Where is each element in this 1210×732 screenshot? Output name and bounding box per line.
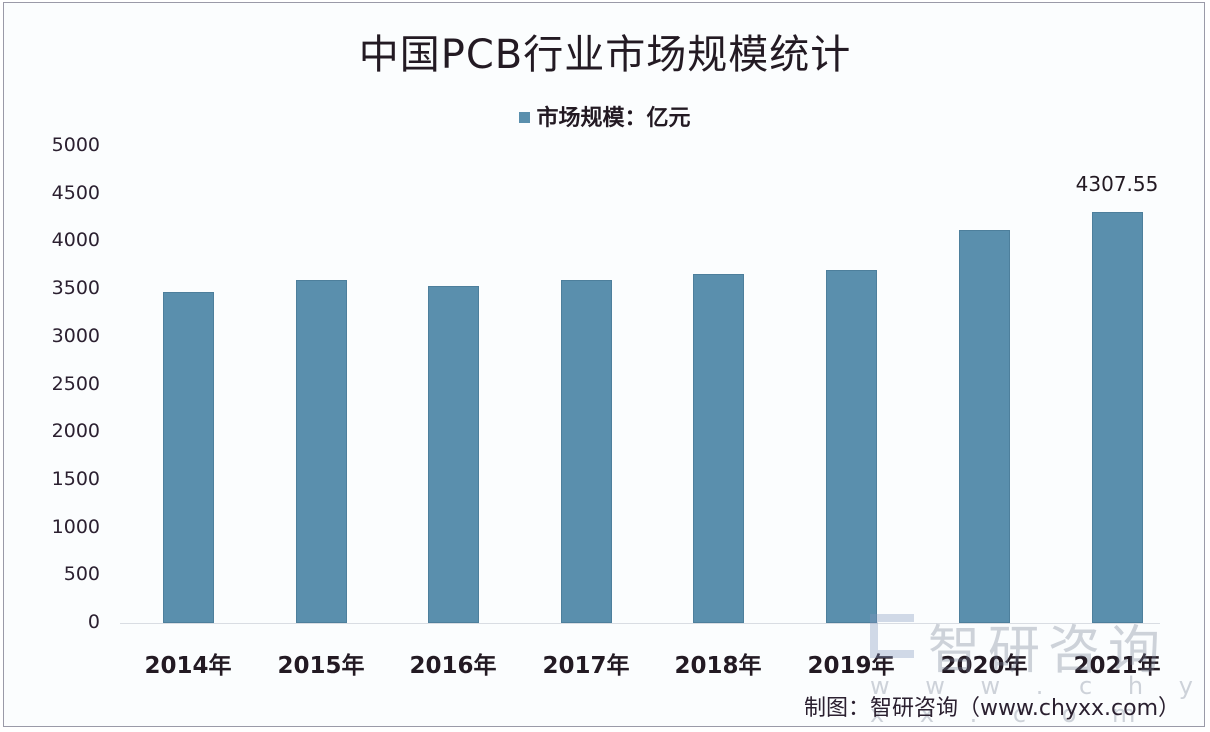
bar-2016年 bbox=[427, 285, 479, 623]
y-tick-label: 0 bbox=[87, 611, 100, 633]
bar-2020年 bbox=[958, 229, 1010, 623]
source-note: 制图：智研咨询（www.chyxx.com） bbox=[803, 696, 1180, 721]
x-axis-line bbox=[120, 623, 1160, 624]
y-tick-label: 5000 bbox=[51, 134, 100, 156]
bar-2018年 bbox=[692, 274, 744, 623]
bar-2014年 bbox=[162, 291, 214, 623]
legend-swatch-icon bbox=[519, 111, 531, 123]
y-tick-label: 500 bbox=[63, 563, 100, 586]
legend-label: 市场规模：亿元 bbox=[536, 106, 691, 131]
y-tick-label: 1500 bbox=[51, 467, 100, 490]
legend: 市场规模：亿元 bbox=[0, 100, 1210, 132]
x-tick-label: 2014年 bbox=[144, 653, 232, 679]
watermark-url: w w w . c h y x x . c o m bbox=[870, 672, 1207, 728]
watermark-brand: 智研咨询 bbox=[928, 621, 1169, 681]
y-tick-label: 2500 bbox=[51, 372, 100, 395]
x-tick-label: 2019年 bbox=[807, 653, 895, 679]
bar-2021年 bbox=[1091, 212, 1143, 623]
y-tick-label: 4500 bbox=[51, 181, 100, 204]
data-label: 4307.55 bbox=[1075, 172, 1159, 197]
x-tick-label: 2015年 bbox=[277, 653, 365, 679]
x-tick-label: 2016年 bbox=[409, 653, 497, 679]
y-tick-label: 2000 bbox=[51, 420, 100, 443]
x-tick-label: 2017年 bbox=[542, 653, 630, 679]
chart-title: 中国PCB行业市场规模统计 bbox=[358, 32, 852, 78]
bar-2015年 bbox=[295, 280, 347, 623]
y-tick-label: 1000 bbox=[51, 515, 100, 538]
y-tick-label: 3500 bbox=[51, 277, 100, 300]
x-tick-label: 2020年 bbox=[940, 653, 1028, 679]
bar-2017年 bbox=[560, 280, 612, 623]
watermark-logo-icon bbox=[870, 614, 914, 658]
y-tick-label: 4000 bbox=[51, 229, 100, 252]
x-tick-label: 2021年 bbox=[1073, 653, 1161, 679]
bar-2019年 bbox=[825, 270, 877, 623]
y-tick-label: 3000 bbox=[51, 324, 100, 347]
x-tick-label: 2018年 bbox=[674, 653, 762, 679]
